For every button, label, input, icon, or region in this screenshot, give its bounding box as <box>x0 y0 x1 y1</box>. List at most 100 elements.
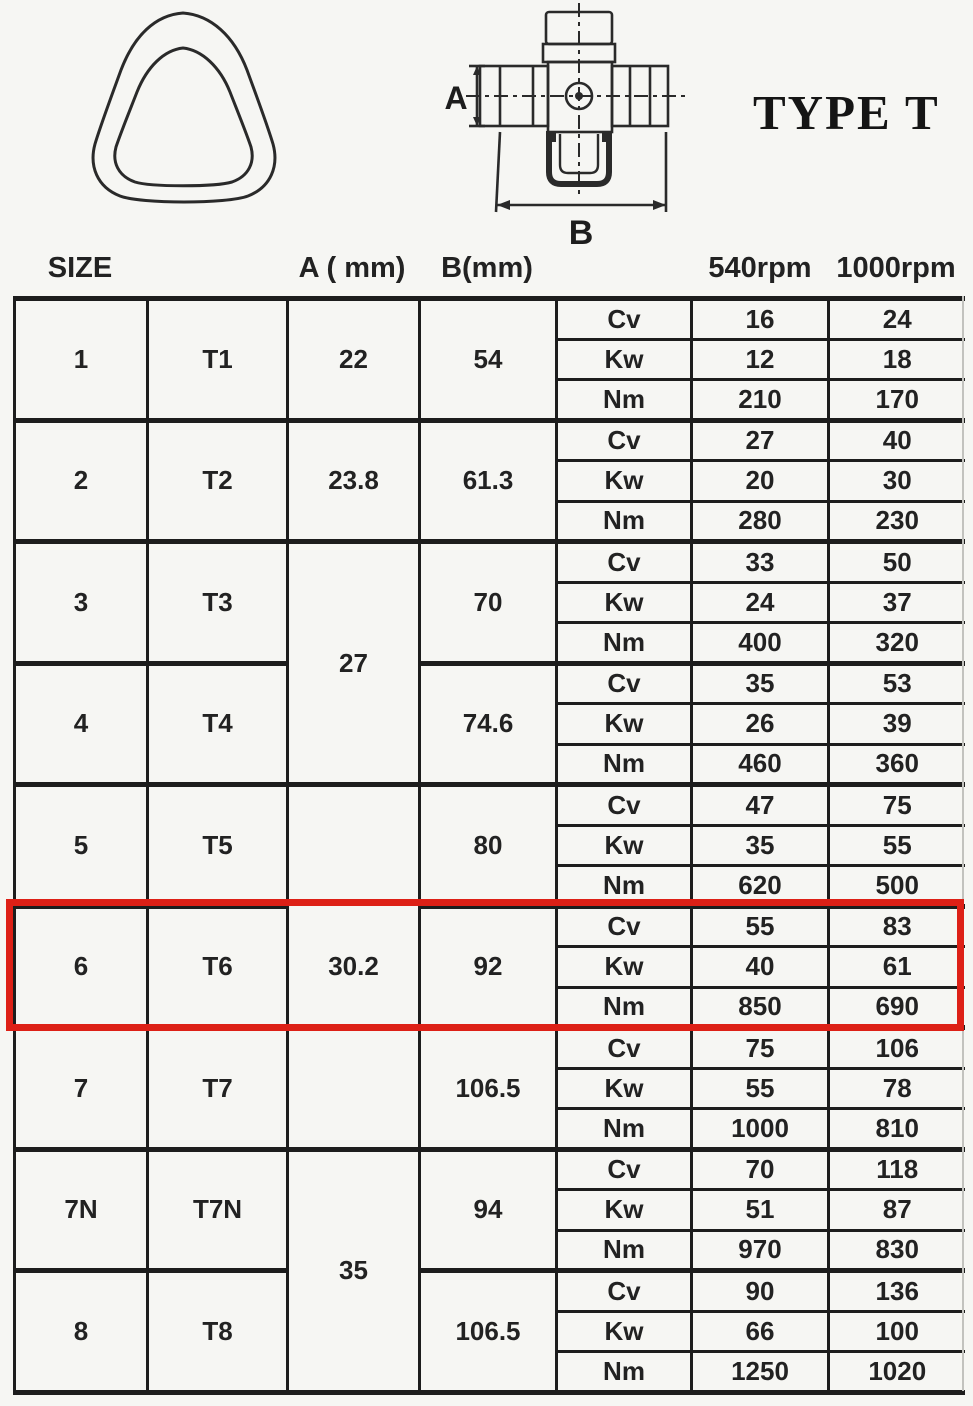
unit-label-cell: Cv <box>555 660 692 704</box>
value-540-cell: 55 <box>690 1066 829 1109</box>
unit-label-cell: Kw <box>555 1066 692 1109</box>
type-name-cell: T7 <box>146 1025 288 1149</box>
header-a-mm: A ( mm) <box>298 252 406 284</box>
triangular-tube-profile-drawing <box>91 11 277 204</box>
spec-row: Nm 400 320 <box>15 621 965 663</box>
dim-a-cell: 23.8 <box>286 417 420 542</box>
value-540-cell: 70 <box>690 1146 829 1190</box>
dim-b-cell: 92 <box>418 903 557 1028</box>
value-1000-cell: 100 <box>827 1309 965 1352</box>
type-name-cell: T3 <box>146 539 288 663</box>
technical-drawings: A B <box>91 3 690 250</box>
spec-row: Kw 24 37 <box>15 580 965 623</box>
unit-label-cell: Cv <box>555 782 692 825</box>
size-cell: 2 <box>13 417 148 542</box>
spec-row: Kw 55 78 <box>15 1066 965 1109</box>
unit-label-cell: Nm <box>555 742 692 785</box>
value-1000-cell: 1020 <box>827 1350 965 1392</box>
spec-row: 4 T4 74.6 Cv 35 53 <box>13 660 965 785</box>
spec-table: 1 T1 22 54 Cv 16 24 Kw 12 18 Nm 210 170 2 T2 23.8 61.3 Cv… <box>13 296 965 1395</box>
dim-b-cell: 74.6 <box>418 660 557 785</box>
dim-b-cell: 106.5 <box>418 1025 557 1149</box>
value-540-cell: 210 <box>690 378 829 420</box>
page-title: TYPE T <box>753 85 940 140</box>
size-cell: 1 <box>13 296 148 420</box>
spec-row: Nm 280 230 <box>15 499 965 542</box>
dim-a-cell: 35 <box>286 1146 420 1392</box>
type-name-cell: T8 <box>146 1268 288 1392</box>
size-cell: 7N <box>13 1146 148 1271</box>
unit-label-cell: Kw <box>555 580 692 623</box>
unit-label-cell: Kw <box>555 337 692 380</box>
unit-label-cell: Kw <box>555 702 692 744</box>
value-1000-cell: 230 <box>827 499 965 542</box>
dim-b-cell: 61.3 <box>418 417 557 542</box>
value-1000-cell: 75 <box>827 782 965 825</box>
value-540-cell: 26 <box>690 702 829 744</box>
value-540-cell: 90 <box>690 1268 829 1311</box>
unit-label-cell: Nm <box>555 499 692 542</box>
header-size: SIZE <box>47 252 113 284</box>
value-1000-cell: 690 <box>827 985 965 1028</box>
header-1000rpm: 1000rpm <box>836 252 956 284</box>
highlight-box-row-t6 <box>6 899 964 1031</box>
unit-label-cell: Nm <box>555 1350 692 1392</box>
dim-b-cell: 80 <box>418 782 557 906</box>
value-540-cell: 40 <box>690 945 829 987</box>
type-name-cell: T4 <box>146 660 288 785</box>
value-1000-cell: 830 <box>827 1228 965 1271</box>
value-1000-cell: 106 <box>827 1025 965 1068</box>
type-name-cell: T5 <box>146 782 288 906</box>
spec-row: 6 T6 92 Cv 55 83 <box>13 903 965 1028</box>
spec-row: 7N T7N 35 94 Cv 70 118 <box>13 1146 965 1392</box>
unit-label-cell: Nm <box>555 1107 692 1149</box>
value-540-cell: 35 <box>690 823 829 866</box>
spec-row: Kw 35 55 <box>15 823 965 866</box>
value-1000-cell: 118 <box>827 1146 965 1190</box>
value-540-cell: 33 <box>690 539 829 582</box>
dim-label-a: A <box>444 80 467 116</box>
dim-a-cell: 30.2 <box>286 782 420 1149</box>
dim-b-cell: 54 <box>418 296 557 420</box>
unit-label-cell: Cv <box>555 1025 692 1068</box>
spec-table-body: 1 T1 22 54 Cv 16 24 Kw 12 18 Nm 210 170 2 T2 23.8 61.3 Cv… <box>13 296 965 1392</box>
value-1000-cell: 810 <box>827 1107 965 1149</box>
size-cell: 3 <box>13 539 148 663</box>
value-540-cell: 24 <box>690 580 829 623</box>
value-540-cell: 27 <box>690 417 829 461</box>
scan-edge-line <box>962 296 964 1391</box>
value-540-cell: 1250 <box>690 1350 829 1392</box>
spec-row: Nm 460 360 <box>15 742 965 785</box>
value-540-cell: 1000 <box>690 1107 829 1149</box>
dim-b-cell: 70 <box>418 539 557 663</box>
value-540-cell: 280 <box>690 499 829 542</box>
value-540-cell: 75 <box>690 1025 829 1068</box>
value-540-cell: 47 <box>690 782 829 825</box>
value-540-cell: 51 <box>690 1188 829 1230</box>
spec-row: 8 T8 106.5 Cv 90 136 <box>13 1268 965 1392</box>
unit-label-cell: Kw <box>555 459 692 501</box>
value-1000-cell: 87 <box>827 1188 965 1230</box>
value-1000-cell: 320 <box>827 621 965 663</box>
unit-label-cell: Nm <box>555 621 692 663</box>
spec-row: 2 T2 23.8 61.3 Cv 27 40 <box>13 417 965 542</box>
size-cell: 8 <box>13 1268 148 1392</box>
spec-row: Nm 1250 1020 <box>15 1350 965 1392</box>
value-540-cell: 16 <box>690 296 829 339</box>
header-b-mm: B(mm) <box>441 252 533 284</box>
value-540-cell: 850 <box>690 985 829 1028</box>
spec-row: Kw 66 100 <box>15 1309 965 1352</box>
unit-label-cell: Cv <box>555 296 692 339</box>
spec-row: Nm 210 170 <box>15 378 965 420</box>
unit-label-cell: Cv <box>555 539 692 582</box>
dim-a-cell: 27 <box>286 539 420 785</box>
value-1000-cell: 37 <box>827 580 965 623</box>
unit-label-cell: Kw <box>555 1309 692 1352</box>
spec-row: Nm 970 830 <box>15 1228 965 1271</box>
value-1000-cell: 24 <box>827 296 965 339</box>
spec-row: Nm 620 500 <box>15 864 965 906</box>
unit-label-cell: Nm <box>555 985 692 1028</box>
value-1000-cell: 39 <box>827 702 965 744</box>
spec-row: Kw 40 61 <box>15 945 965 987</box>
